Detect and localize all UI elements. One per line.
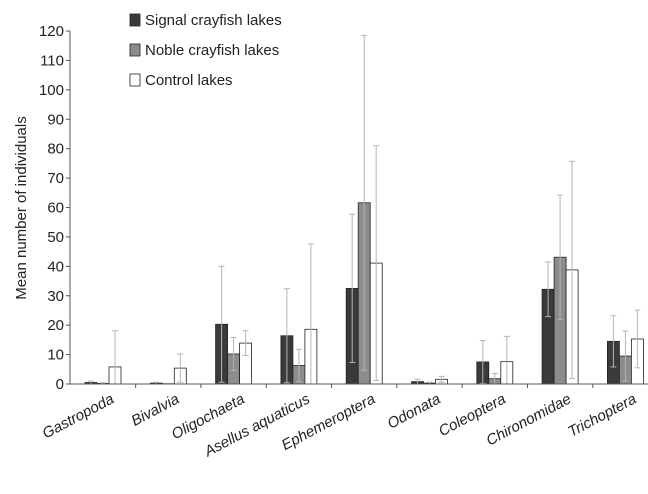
legend-swatch [129,13,141,27]
y-tick-label: 40 [47,258,64,275]
y-axis-label: Mean number of individuals [13,116,30,299]
y-tick-label: 90 [47,111,64,128]
y-tick-label: 60 [47,200,64,217]
y-tick-label: 20 [47,317,64,334]
legend-swatch [129,73,141,87]
y-tick-label: 70 [47,170,64,187]
x-tick-label: Trichoptera [565,391,639,441]
y-tick-label: 80 [47,141,64,158]
y-tick-label: 120 [39,23,64,40]
legend-label: Control lakes [145,72,233,89]
x-tick-label: Bivalvia [129,391,183,430]
y-tick-label: 0 [56,376,64,393]
y-tick-label: 110 [40,52,64,69]
legend-label: Signal crayfish lakes [145,12,282,29]
y-tick-label: 10 [47,347,64,364]
y-axis: 0 10 20 30 40 50 60 70 80 90 100 110 120 [39,23,71,393]
y-tick-label: 30 [47,288,64,305]
legend-label: Noble crayfish lakes [145,42,279,59]
legend-swatch [129,43,141,57]
legend: Signal crayfish lakes Noble crayfish lake… [129,12,282,89]
y-tick-label: 50 [47,229,64,246]
error-bars [88,34,641,385]
x-tick-label: Asellus aquaticus [201,390,313,461]
y-tick-label: 100 [39,82,64,99]
x-tick-label: Odonata [385,391,444,433]
x-tick-label: Gastropoda [40,391,117,443]
